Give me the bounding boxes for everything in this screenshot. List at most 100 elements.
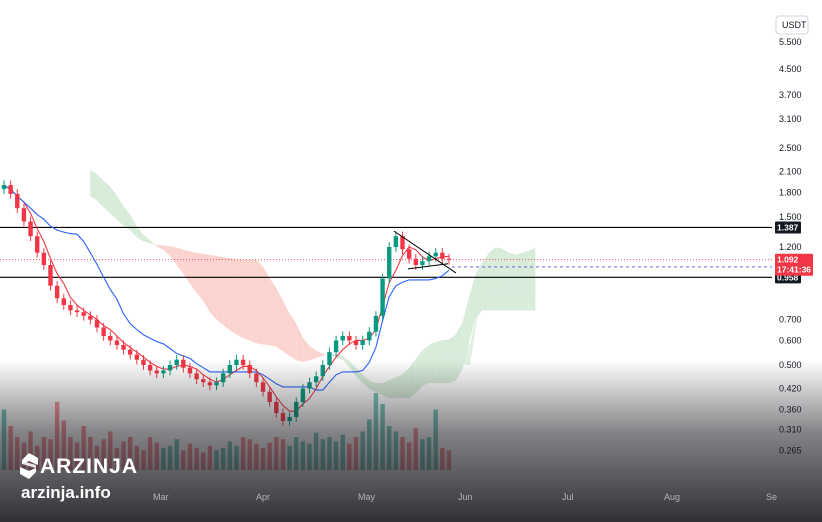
candle-body	[94, 319, 100, 328]
support-tag-label: 0.958	[777, 272, 799, 282]
cloud-segment	[209, 254, 217, 320]
candle-body	[426, 256, 432, 262]
x-tick-label: Apr	[256, 492, 270, 502]
y-tick-label: 0.360	[779, 404, 802, 414]
candle-body	[446, 258, 452, 260]
x-tick-label: Mar	[153, 492, 169, 502]
price-axis[interactable]: 5.500 4.500 3.700 3.100 2.500 2.100 1.800 1.500…	[779, 37, 802, 456]
cloud-segment	[156, 244, 164, 250]
y-tick-label: 0.500	[779, 360, 802, 370]
y-tick-label: 3.700	[779, 90, 802, 100]
cloud-segment	[528, 247, 536, 311]
x-tick-label: Jun	[458, 492, 473, 502]
cloud-segment	[249, 259, 257, 344]
candle-body	[387, 247, 392, 279]
cloud-segment	[170, 246, 177, 265]
cloud-segment	[229, 258, 237, 335]
level-lines	[0, 226, 772, 278]
cloud-segment	[236, 259, 244, 339]
triangle-lower-edge	[407, 263, 449, 270]
resistance-tag-label: 1.387	[777, 222, 799, 232]
cloud-segment	[110, 186, 117, 220]
y-tick-label: 0.310	[779, 424, 802, 434]
candle-body	[88, 315, 93, 320]
candle-body	[353, 340, 359, 345]
candle-body	[333, 340, 339, 353]
y-tick-label: 1.800	[779, 187, 802, 197]
y-tick-label: 4.500	[779, 64, 802, 74]
cloud-segment	[189, 251, 197, 293]
candle-body	[35, 236, 40, 253]
x-tick-label: Aug	[664, 492, 680, 502]
currency-label: USDT	[782, 20, 807, 30]
candle-body	[340, 336, 345, 341]
y-tick-label: 2.500	[779, 143, 802, 153]
cloud-segment	[282, 300, 290, 356]
candle-body	[1, 185, 7, 190]
last-price-tag-box	[775, 253, 813, 276]
cloud-segment	[243, 259, 250, 341]
cloud-segment	[256, 259, 264, 345]
cloud-segment	[482, 252, 489, 311]
cloud-segment	[216, 256, 224, 326]
watermark-name: ARZINJA	[40, 455, 139, 478]
cloud-segment	[150, 240, 157, 247]
y-tick-label: 0.600	[779, 335, 802, 345]
cloud-segment	[269, 278, 277, 348]
cloud-segment	[183, 249, 190, 284]
candle-body	[81, 312, 86, 316]
x-tick-label: Se	[766, 492, 777, 502]
candle-body	[114, 340, 120, 345]
cloud-segment	[475, 262, 483, 319]
time-axis[interactable]: Mar Apr May Jun Jul Aug Se	[153, 492, 777, 502]
candle-body	[400, 236, 405, 250]
cloud-segment	[276, 288, 283, 352]
resistance-tag-box	[775, 221, 801, 234]
cloud-segment	[316, 350, 323, 359]
cloud-segment	[302, 337, 310, 362]
cloud-segment	[495, 247, 503, 311]
cloud-segment	[468, 274, 476, 343]
candle-body	[360, 340, 365, 345]
cloud-segment	[143, 234, 151, 244]
cloud-segment	[130, 214, 137, 238]
candle-body	[74, 310, 80, 313]
y-tick-label: 0.700	[779, 315, 802, 325]
candle-body	[134, 354, 140, 360]
candle-body	[68, 305, 73, 311]
candle-body	[420, 261, 425, 265]
y-tick-label: 0.420	[779, 384, 802, 394]
cloud-segment	[289, 313, 297, 361]
candle-body	[393, 236, 399, 247]
cloud-segment	[322, 353, 330, 356]
y-tick-label: 3.100	[779, 114, 802, 124]
triangle-pattern	[393, 230, 457, 274]
candle-body	[101, 327, 106, 337]
candle-body	[380, 278, 385, 316]
candle-body	[21, 208, 27, 222]
arzinja-logo-icon	[20, 453, 38, 479]
currency-badge[interactable]: USDT	[775, 15, 809, 35]
candle-body	[413, 258, 418, 265]
cloud-segment	[309, 346, 317, 361]
candle-body	[347, 336, 352, 341]
candle-body	[121, 344, 126, 350]
candle-body	[48, 264, 53, 286]
candle-body	[373, 315, 379, 332]
y-tick-label: 1.500	[779, 212, 802, 222]
x-tick-label: Jul	[562, 492, 574, 502]
candle-body	[127, 349, 133, 355]
y-tick-label: 2.100	[779, 167, 802, 177]
cloud-segment	[488, 247, 496, 311]
candle-body	[367, 331, 372, 341]
cloud-segment	[136, 226, 144, 242]
cloud-segment	[176, 247, 184, 274]
cloud-segment	[103, 180, 111, 214]
last-price-tag-label: 1.092	[777, 255, 799, 265]
candle-body	[28, 221, 33, 237]
candle-body	[54, 285, 60, 299]
candle-body	[327, 352, 332, 365]
cloud-segment	[116, 195, 124, 226]
